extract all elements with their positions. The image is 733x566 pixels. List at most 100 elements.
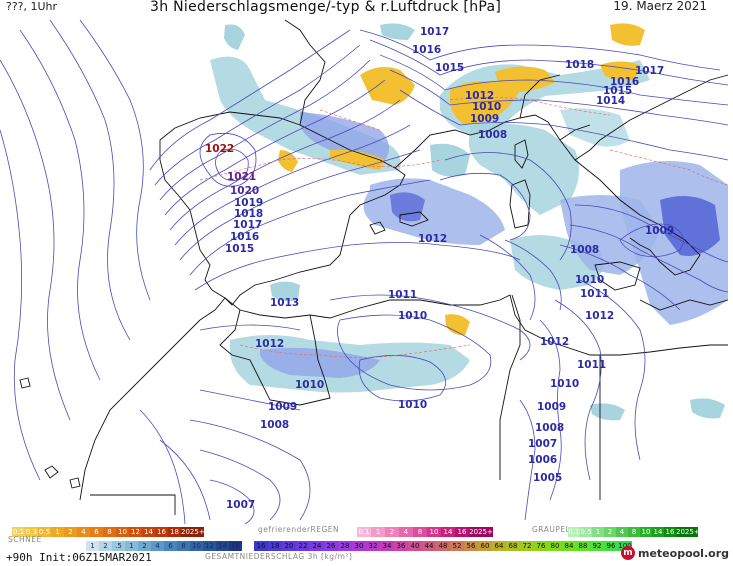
legend-swatch: 16 [455,527,469,537]
isobar-label: 1009 [537,401,566,413]
legend-swatch: 24 [310,541,324,551]
legend-swatch: 12 [129,527,142,537]
legend-swatch: 2025+ [676,527,698,537]
legend-swatch: 16 [155,527,168,537]
meteopool-logo-icon: m [621,546,635,560]
legend-swatch: 1 [592,527,604,537]
legend-swatch: 36 [394,541,408,551]
legend-swatch: 72 [520,541,534,551]
legend-swatch: 34 [380,541,394,551]
legend-swatch: 40 [408,541,422,551]
isobar-label: 1012 [255,338,284,350]
legend-snow-scale: 1 2.5 1 2 4 6 8 10 12 14 16 [86,541,242,551]
legend-swatch: 8 [413,527,427,537]
isobar-label: 1010 [398,310,427,322]
isobar-label: 1008 [535,422,564,434]
isobar-label: 1015 [435,62,464,74]
isobar-label: 1010 [575,274,604,286]
isobar-label: 1022 [205,143,234,155]
isobar-label: 1009 [268,401,297,413]
legend-total-scale: 16 18 20 22 24 26 28 30 32 34 36 40 44 48 52 56 60 64 68 72… [254,541,632,551]
isobar-layer [0,19,729,524]
legend-swatch: 8 [177,541,190,551]
isobar-label: 1020 [230,185,259,197]
legend-swatch: 14 [652,527,664,537]
legend-swatch: 0.5 [580,527,592,537]
isobar-label: 1014 [596,95,625,107]
isobar-label: 1011 [388,289,417,301]
legend-swatch: 18 [268,541,282,551]
legend-swatch: 8 [628,527,640,537]
isobar-label: 1016 [412,44,441,56]
legend-swatch: 76 [534,541,548,551]
meteopool-logo-text: meteopool.org [638,546,729,560]
map-canvas: 1017 1016 1015 1018 1017 1016 1015 1014 … [0,18,733,524]
legend-swatch: 22 [296,541,310,551]
legend-swatch: 52 [450,541,464,551]
legend-swatch: 2 [604,527,616,537]
legend-swatch: 2 [99,541,112,551]
legend: 0.1 0.3 0.5 1 2 4 6 8 10 12 14 16 18 2025+ gefrierend… [0,524,733,566]
isobar-labels: 1017 1016 1015 1018 1017 1016 1015 1014 … [205,26,674,511]
legend-swatch: 26 [324,541,338,551]
legend-swatch: 0.5 [38,527,51,537]
legend-freezing-rain-scale: 0.1 1 2 4 8 10 14 16 2025+ [357,527,493,537]
legend-swatch: 4 [77,527,90,537]
legend-swatch: 10 [640,527,652,537]
isobar-label: 1021 [227,171,256,183]
legend-swatch: 0.1 [357,527,371,537]
legend-swatch: 68 [506,541,520,551]
isobar-label: 1008 [570,244,599,256]
isobar-label: 1016 [610,76,639,88]
legend-swatch: 4 [399,527,413,537]
isobar-label: 1012 [585,310,614,322]
legend-swatch: 0.1 [12,527,25,537]
legend-swatch: 1 [86,541,99,551]
legend-swatch: 14 [216,541,229,551]
legend-swatch: 1 [371,527,385,537]
legend-snow-label: SCHNEE [8,535,42,544]
isobar-label: 1018 [565,59,594,71]
isobar-label: 1012 [418,233,447,245]
isobar-label: 1012 [540,336,569,348]
valid-time-label: ???, 1Uhr [6,0,58,13]
coastline-layer [19,19,729,515]
isobar-label: 1009 [645,225,674,237]
legend-swatch: 14 [142,527,155,537]
isobar-label: 1007 [528,438,557,450]
isobar-label: 1017 [635,65,664,77]
legend-graupel-label: GRAUPEL [532,525,571,534]
legend-swatch: 16 [254,541,268,551]
legend-swatch: 16 [664,527,676,537]
legend-swatch: 10 [190,541,203,551]
legend-swatch: 6 [90,527,103,537]
isobar-label: 1008 [260,419,289,431]
map-title: 3h Niederschlagsmenge/-typ & r.Luftdruck… [150,0,502,15]
legend-swatch: 48 [436,541,450,551]
isobar-label: 1018 [234,208,263,220]
isobar-label: 1015 [603,85,632,97]
legend-swatch: 20 [282,541,296,551]
legend-swatch: 12 [203,541,216,551]
isobar-label: 1013 [270,297,299,309]
legend-swatch: 2 [64,527,77,537]
legend-swatch: 0.1 [568,527,580,537]
legend-swatch: 2025+ [181,527,204,537]
legend-swatch: 64 [492,541,506,551]
isobar-label: 1015 [225,243,254,255]
legend-swatch: 1 [51,527,64,537]
init-time-label: +90h Init:06Z15MAR2021 [6,551,152,564]
isobar-label: 1010 [398,399,427,411]
freezing-level-layer [199,97,729,358]
legend-swatch: 84 [562,541,576,551]
legend-swatch: 16 [229,541,242,551]
isobar-label: 1011 [577,359,606,371]
legend-swatch: 10 [427,527,441,537]
legend-swatch: 14 [441,527,455,537]
meteopool-logo[interactable]: m meteopool.org [621,546,729,560]
isobar-label: 1012 [465,90,494,102]
legend-swatch: 2025+ [469,527,493,537]
legend-swatch: 1 [125,541,138,551]
isobar-label: 1006 [528,454,557,466]
